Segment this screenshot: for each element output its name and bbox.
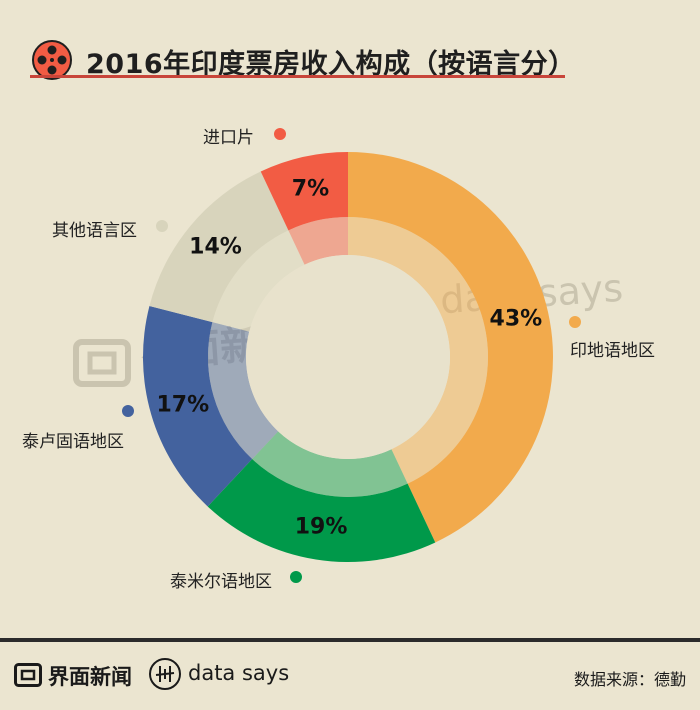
slice-category-label-2: 泰卢固语地区 <box>22 432 124 452</box>
legend-dot-1 <box>290 571 302 583</box>
jiemian-logo-icon <box>14 663 42 687</box>
chart-header: 2016年印度票房收入构成（按语言分） <box>0 0 700 100</box>
slice-inner-0 <box>348 217 488 484</box>
slice-value-label-2: 17% <box>156 392 210 418</box>
legend-dot-4 <box>274 128 286 140</box>
slice-inner-3 <box>212 230 305 332</box>
legend-dot-0 <box>569 316 581 328</box>
title-underline <box>30 75 565 78</box>
slice-value-label-3: 14% <box>189 234 242 260</box>
footer-brand-cn: 界面新闻 <box>48 665 132 689</box>
slice-inner-4 <box>288 217 348 265</box>
slice-outer-3 <box>149 171 289 323</box>
slice-value-label-0: 43% <box>489 306 543 332</box>
legend-dot-2 <box>122 405 134 417</box>
slice-category-label-1: 泰米尔语地区 <box>170 572 272 592</box>
data-source: 数据来源：德勤 <box>573 670 686 689</box>
donut-center <box>246 255 450 459</box>
footer: 界面新闻 data says 数据来源：德勤 <box>0 638 700 710</box>
slice-category-label-3: 其他语言区 <box>52 221 137 241</box>
legend-dot-3 <box>156 220 168 232</box>
slice-outer-2 <box>143 306 253 507</box>
donut-chart <box>143 152 553 562</box>
slice-outer-1 <box>207 459 436 562</box>
slice-inner-1 <box>252 431 408 497</box>
slice-outer-0 <box>348 152 553 543</box>
film-reel-icon <box>32 40 72 80</box>
footer-brand-en: data says <box>188 661 290 685</box>
slice-inner-2 <box>208 322 279 460</box>
chart-title: 2016年印度票房收入构成（按语言分） <box>86 49 576 80</box>
slice-category-label-0: 印地语地区 <box>570 341 655 361</box>
slice-outer-4 <box>260 152 348 231</box>
watermark-logo-icon <box>73 339 131 387</box>
slice-category-label-4: 进口片 <box>203 128 254 148</box>
data-says-icon <box>149 658 181 690</box>
slice-value-label-1: 19% <box>294 514 348 540</box>
slice-value-label-4: 7% <box>291 176 330 202</box>
